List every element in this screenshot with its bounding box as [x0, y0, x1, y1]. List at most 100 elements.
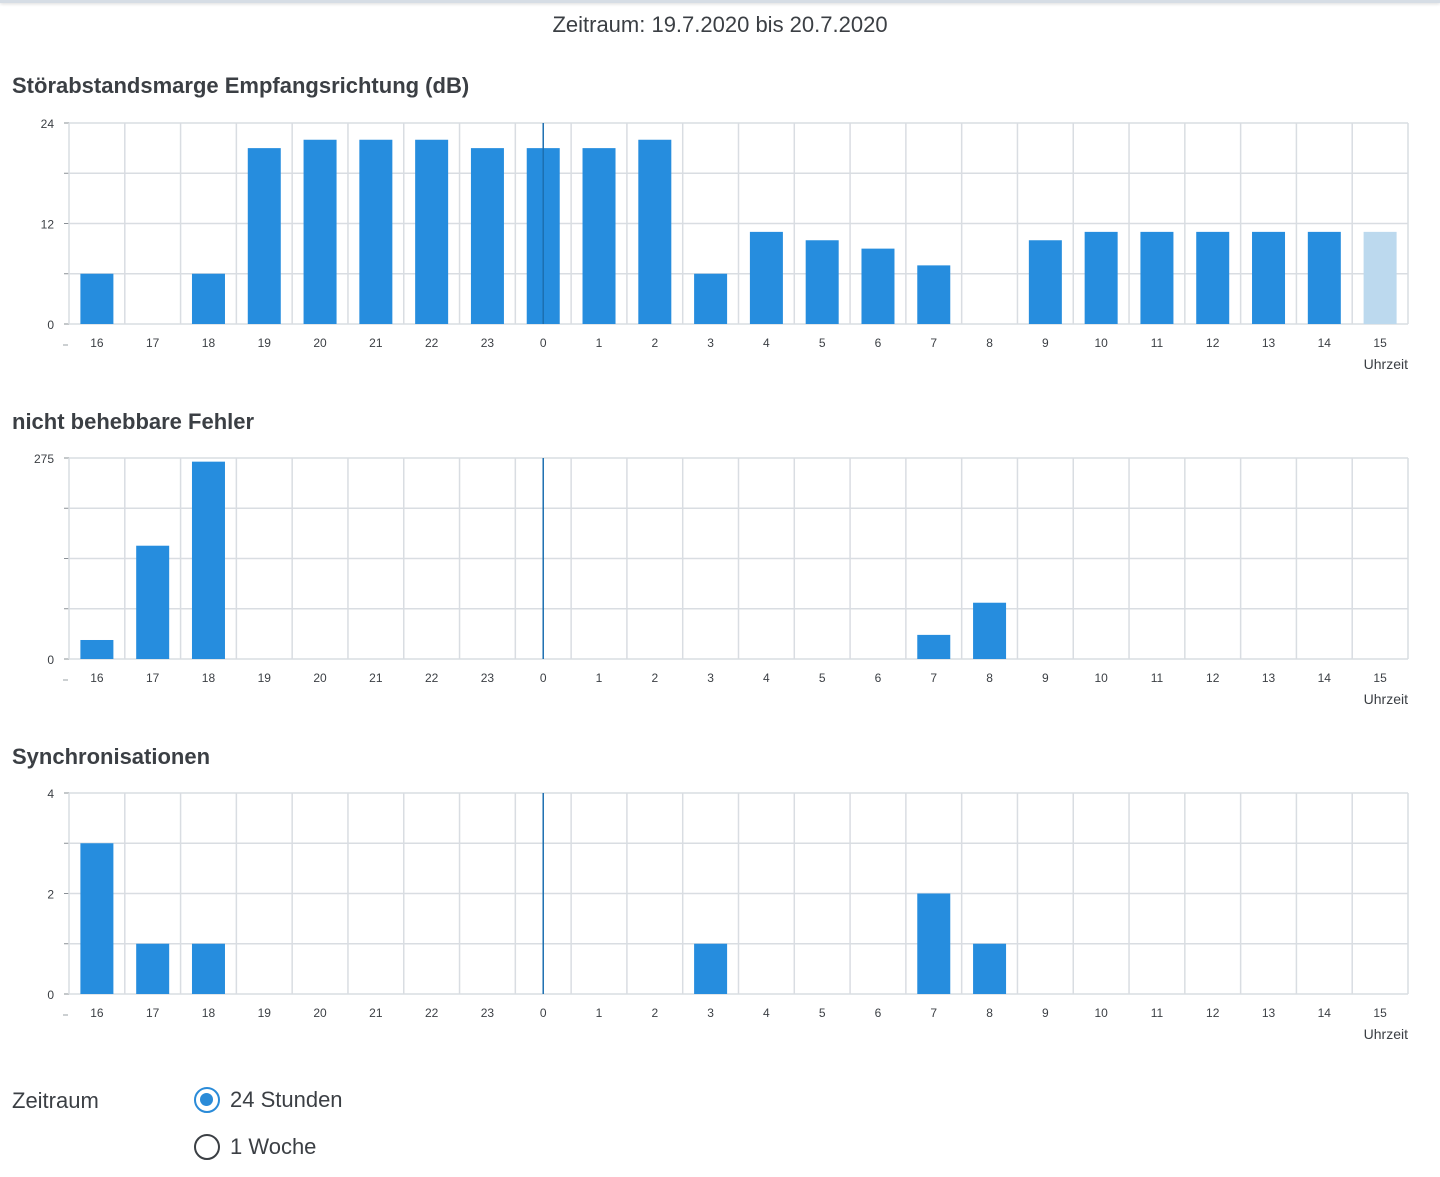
x-tick-label: 0 [540, 336, 547, 350]
x-tick-label: 10 [1094, 336, 1108, 350]
x-tick-label: 10 [1094, 671, 1108, 685]
x-tick-label: 23 [481, 336, 495, 350]
bar-23 [470, 148, 504, 324]
bar-9 [1028, 240, 1062, 324]
x-tick-label: 8 [986, 336, 993, 350]
x-tick-label: 21 [369, 1006, 383, 1020]
bar-6 [861, 248, 895, 324]
bar-10 [1084, 231, 1118, 324]
x-tick-label: 9 [1042, 336, 1049, 350]
x-tick-label: 12 [1206, 1006, 1220, 1020]
x-tick-label: 21 [369, 336, 383, 350]
x-tick-label: 9 [1042, 671, 1049, 685]
y-tick-label: 12 [41, 218, 55, 232]
x-tick-label: 13 [1262, 671, 1276, 685]
x-tick-label: 17 [146, 1006, 160, 1020]
x-tick-label: 22 [425, 336, 439, 350]
x-tick-label: 10 [1094, 1006, 1108, 1020]
radio-checked-icon[interactable] [194, 1087, 220, 1113]
x-tick-label: 8 [986, 1006, 993, 1020]
bar-18 [191, 943, 225, 994]
x-tick-label: 11 [1151, 1006, 1164, 1020]
bar-3 [694, 943, 728, 994]
x-tick-label: 22 [425, 671, 439, 685]
bar-19 [247, 148, 281, 324]
bar-7 [917, 893, 951, 994]
chart-title-snr: Störabstandsmarge Empfangsrichtung (dB) [12, 73, 470, 98]
x-tick-label: 3 [707, 1006, 714, 1020]
x-tick-label: 19 [258, 671, 272, 685]
radio-1-woche[interactable]: 1 Woche [194, 1134, 316, 1160]
y-tick-label: 4 [47, 787, 54, 801]
top-divider [0, 0, 1440, 3]
x-tick-label: 1 [596, 336, 603, 350]
x-tick-label: 7 [930, 336, 937, 350]
x-tick-label: 23 [481, 671, 495, 685]
x-tick-label: 20 [313, 1006, 327, 1020]
x-tick-label: 21 [369, 671, 383, 685]
period-label: Zeitraum [12, 1088, 99, 1113]
x-tick-label: 7 [930, 671, 937, 685]
x-tick-label: 18 [202, 671, 216, 685]
x-tick-label: 15 [1373, 336, 1387, 350]
bar-18 [191, 273, 225, 324]
x-tick-label: 20 [313, 336, 327, 350]
bar-2 [638, 139, 672, 324]
x-axis-label: Uhrzeit [1364, 691, 1408, 707]
x-axis-label: Uhrzeit [1364, 356, 1408, 372]
x-tick-label: 13 [1262, 1006, 1276, 1020]
y-tick-label: 0 [47, 318, 54, 332]
bar-7 [917, 265, 951, 324]
bar-11 [1140, 231, 1174, 324]
x-tick-label: 2 [651, 1006, 658, 1020]
x-tick-label: 5 [819, 336, 826, 350]
x-tick-label: 6 [875, 671, 882, 685]
x-tick-label: 17 [146, 336, 160, 350]
radio-24-stunden[interactable]: 24 Stunden [194, 1087, 343, 1113]
bar-17 [136, 943, 170, 994]
x-tick-label: 4 [763, 1006, 770, 1020]
x-tick-label: 1 [596, 671, 603, 685]
x-tick-label: 16 [90, 671, 104, 685]
x-tick-label: 23 [481, 1006, 495, 1020]
radio-label-24-stunden: 24 Stunden [230, 1087, 343, 1112]
x-tick-label: 8 [986, 671, 993, 685]
chart-title-errors: nicht behebbare Fehler [12, 409, 255, 434]
x-tick-label: 9 [1042, 1006, 1049, 1020]
bar-17 [136, 545, 170, 659]
x-tick-label: 14 [1318, 1006, 1332, 1020]
bar-16 [80, 639, 114, 659]
x-tick-label: 3 [707, 671, 714, 685]
x-tick-label: 12 [1206, 671, 1220, 685]
x-tick-label: 4 [763, 336, 770, 350]
bar-22 [415, 139, 449, 324]
bar-8 [973, 602, 1007, 659]
bar-18 [191, 461, 225, 659]
chart-title-sync: Synchronisationen [12, 744, 211, 769]
bar-1 [582, 148, 616, 324]
bar-21 [359, 139, 393, 324]
x-tick-label: 16 [90, 1006, 104, 1020]
x-tick-label: 11 [1151, 336, 1164, 350]
bar-8 [973, 943, 1007, 994]
bar-13 [1252, 231, 1286, 324]
bar-20 [303, 139, 337, 324]
bar-5 [805, 240, 839, 324]
radio-unchecked-icon[interactable] [194, 1134, 220, 1160]
x-tick-label: 2 [651, 671, 658, 685]
x-tick-label: 17 [146, 671, 160, 685]
x-tick-label: 19 [258, 336, 272, 350]
bar-4 [749, 231, 783, 324]
bar-12 [1196, 231, 1230, 324]
x-tick-label: 14 [1318, 671, 1332, 685]
x-tick-label: 1 [596, 1006, 603, 1020]
x-tick-label: 15 [1373, 671, 1387, 685]
x-tick-label: 20 [313, 671, 327, 685]
x-tick-label: 16 [90, 336, 104, 350]
x-tick-label: 18 [202, 1006, 216, 1020]
x-tick-label: 6 [875, 1006, 882, 1020]
x-tick-label: 18 [202, 336, 216, 350]
x-tick-label: 14 [1318, 336, 1332, 350]
